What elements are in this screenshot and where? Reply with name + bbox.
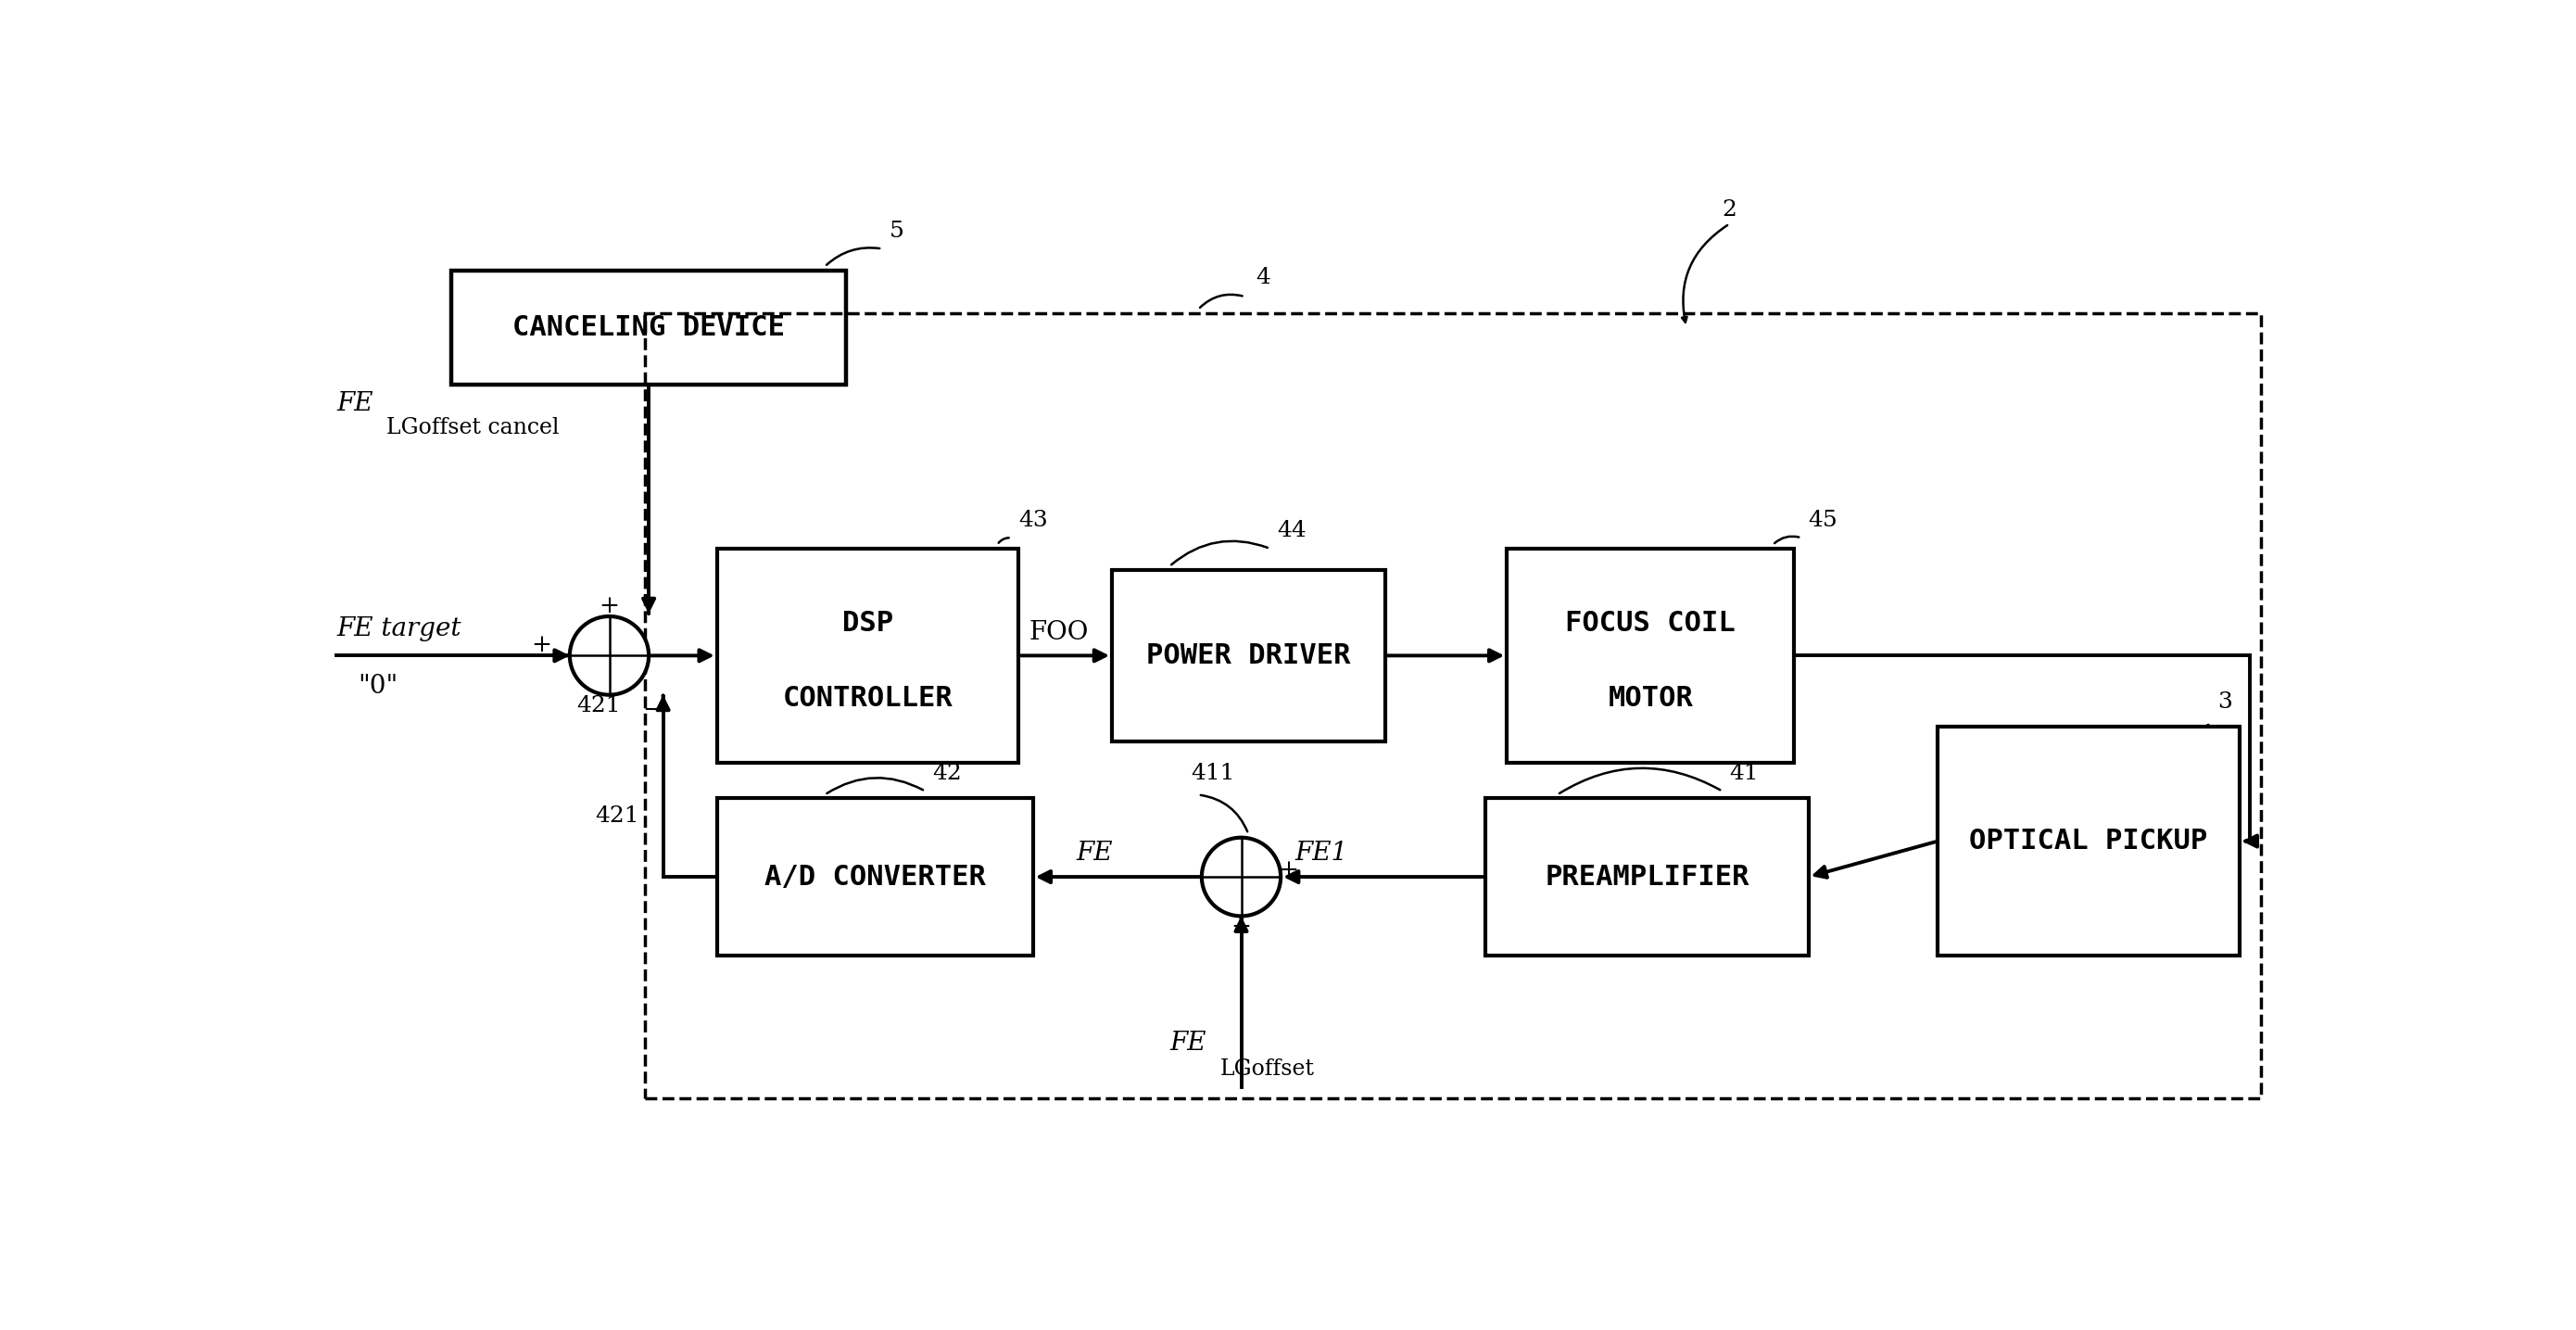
Text: 411: 411 bbox=[1190, 762, 1234, 785]
Text: DSP: DSP bbox=[842, 610, 894, 637]
Text: LGoffset cancel: LGoffset cancel bbox=[386, 416, 559, 438]
Text: 41: 41 bbox=[1728, 762, 1759, 785]
Text: FE: FE bbox=[1170, 1031, 1206, 1055]
FancyBboxPatch shape bbox=[1937, 728, 2239, 955]
Text: +: + bbox=[531, 633, 551, 657]
Text: CANCELING DEVICE: CANCELING DEVICE bbox=[513, 314, 786, 340]
Text: CONTROLLER: CONTROLLER bbox=[783, 685, 953, 712]
FancyBboxPatch shape bbox=[451, 270, 848, 384]
Text: 44: 44 bbox=[1278, 520, 1306, 541]
Text: +: + bbox=[1278, 858, 1298, 882]
Text: 42: 42 bbox=[933, 762, 961, 785]
FancyBboxPatch shape bbox=[1486, 798, 1808, 955]
Text: 5: 5 bbox=[889, 221, 904, 242]
Text: 3: 3 bbox=[2218, 692, 2233, 713]
FancyBboxPatch shape bbox=[716, 798, 1033, 955]
Text: 43: 43 bbox=[1018, 509, 1048, 531]
FancyBboxPatch shape bbox=[1507, 548, 1793, 762]
Text: LGoffset: LGoffset bbox=[1218, 1059, 1314, 1080]
Text: 45: 45 bbox=[1808, 509, 1837, 531]
Text: −: − bbox=[641, 697, 662, 721]
Text: "0": "0" bbox=[358, 673, 397, 698]
Text: 421: 421 bbox=[595, 806, 639, 827]
Text: FOCUS COIL: FOCUS COIL bbox=[1566, 610, 1736, 637]
Text: +: + bbox=[600, 595, 618, 617]
Text: FE: FE bbox=[337, 391, 374, 416]
Text: 421: 421 bbox=[577, 696, 621, 717]
Text: 4: 4 bbox=[1255, 267, 1270, 289]
Text: FE: FE bbox=[1077, 841, 1113, 866]
Text: A/D CONVERTER: A/D CONVERTER bbox=[765, 863, 987, 890]
FancyBboxPatch shape bbox=[716, 548, 1018, 762]
Text: FOO: FOO bbox=[1030, 620, 1090, 645]
Circle shape bbox=[1203, 838, 1280, 916]
Text: MOTOR: MOTOR bbox=[1607, 685, 1692, 712]
Text: OPTICAL PICKUP: OPTICAL PICKUP bbox=[1971, 827, 2208, 855]
Text: 2: 2 bbox=[1723, 200, 1736, 221]
Text: PREAMPLIFIER: PREAMPLIFIER bbox=[1546, 863, 1749, 890]
Circle shape bbox=[569, 616, 649, 694]
Text: FE1: FE1 bbox=[1296, 841, 1347, 866]
Text: +: + bbox=[1231, 915, 1252, 939]
FancyBboxPatch shape bbox=[1113, 571, 1386, 741]
Text: POWER DRIVER: POWER DRIVER bbox=[1146, 642, 1350, 669]
Text: FE target: FE target bbox=[337, 616, 461, 641]
